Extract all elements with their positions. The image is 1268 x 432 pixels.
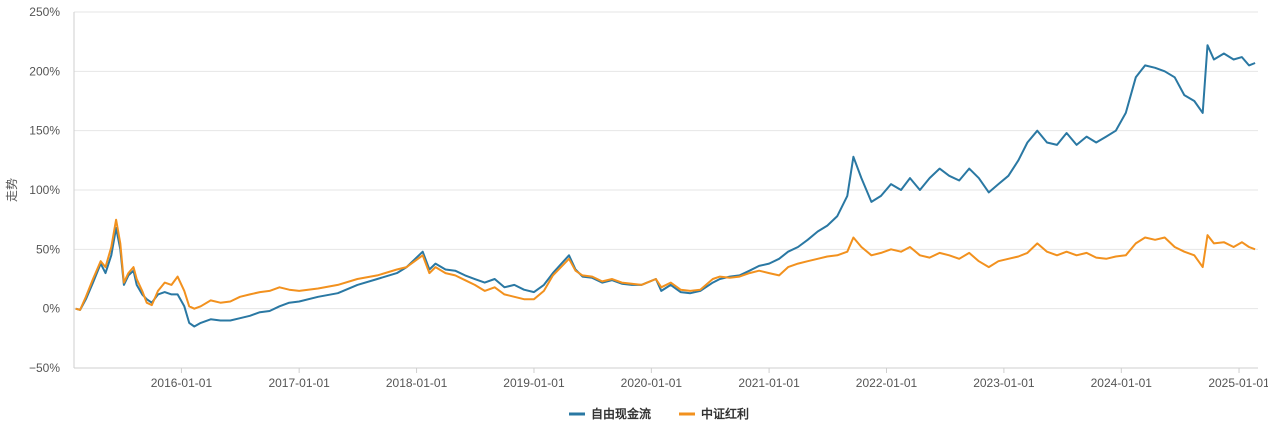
x-tick-label: 2025-01-01	[1208, 376, 1268, 390]
x-tick-label: 2022-01-01	[856, 376, 918, 390]
y-tick-label: 100%	[29, 183, 60, 197]
x-tick-label: 2017-01-01	[268, 376, 330, 390]
y-tick-label: 200%	[29, 64, 60, 78]
axis-layer: −50% 0% 50% 100% 150% 200% 250% 2016-01-01 2017-…	[29, 5, 1268, 390]
x-tick-label: 2020-01-01	[621, 376, 683, 390]
y-tick-label: 50%	[36, 242, 60, 256]
y-tick-label: −50%	[29, 361, 60, 375]
x-tick-label: 2018-01-01	[386, 376, 448, 390]
y-tick-label: 250%	[29, 5, 60, 19]
series-layer	[75, 44, 1256, 328]
y-tick-label: 150%	[29, 124, 60, 138]
x-tick-label: 2024-01-01	[1091, 376, 1153, 390]
series-line-2	[75, 218, 1256, 311]
legend: 自由现金流 中证红利	[569, 406, 749, 421]
x-tick-label: 2016-01-01	[151, 376, 213, 390]
x-tick-label: 2019-01-01	[503, 376, 565, 390]
grid-layer	[74, 11, 1258, 369]
y-tick-label: 0%	[43, 302, 61, 316]
x-tick-label: 2023-01-01	[973, 376, 1035, 390]
legend-label-1: 自由现金流	[591, 406, 651, 421]
y-axis-title: 走势	[5, 178, 19, 202]
legend-label-2: 中证红利	[701, 406, 749, 421]
x-tick-label: 2021-01-01	[738, 376, 800, 390]
